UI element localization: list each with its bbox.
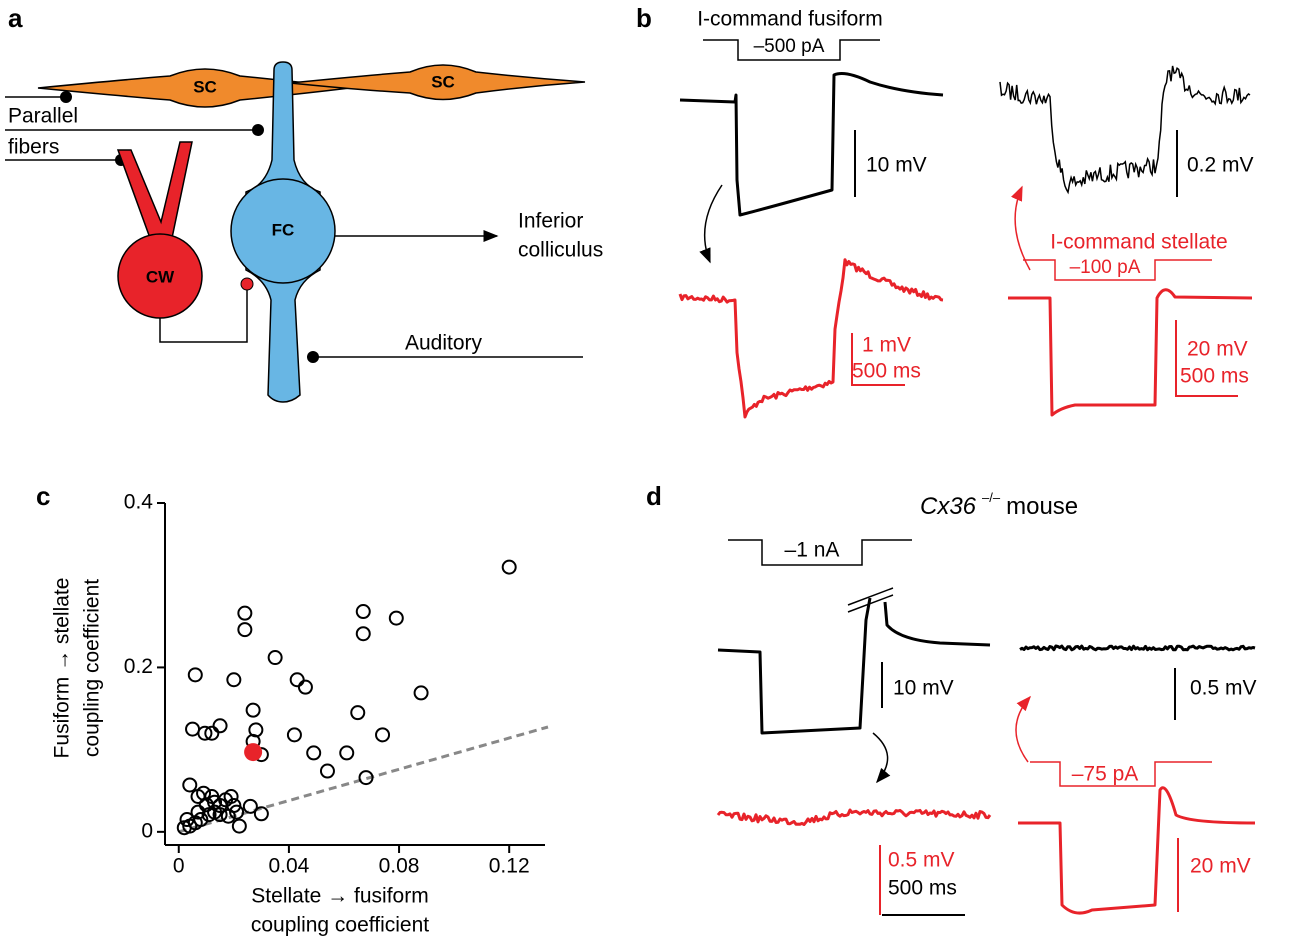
- point: [214, 719, 227, 732]
- scale-label: 0.5 mV: [888, 849, 955, 872]
- scale-label: 20 mV: [1190, 855, 1251, 878]
- current-label: –1 nA: [785, 539, 840, 562]
- point: [415, 686, 428, 699]
- trace: [1018, 788, 1255, 913]
- point: [186, 723, 199, 736]
- superscript: –/–: [982, 490, 1001, 505]
- input-label: Parallel: [8, 105, 78, 128]
- trace: [718, 810, 990, 825]
- point: [340, 746, 353, 759]
- panel-title: Cx36 –/– mouse: [920, 490, 1078, 520]
- point: [183, 778, 196, 791]
- point: [357, 627, 370, 640]
- subject: mouse: [1006, 493, 1078, 520]
- y-axis-label: coupling coefficient: [81, 579, 104, 757]
- scale-label: 1 mV: [862, 334, 911, 357]
- cell-label: SC: [193, 77, 217, 96]
- scale-label: 500 ms: [888, 877, 957, 900]
- point: [357, 605, 370, 618]
- scale-label: 20 mV: [1187, 338, 1248, 361]
- y-tick-label: 0.4: [124, 491, 154, 514]
- point: [238, 623, 251, 636]
- point: [321, 765, 334, 778]
- scale-label: 500 ms: [852, 360, 921, 383]
- trace: [885, 602, 990, 645]
- scale-label: 10 mV: [893, 677, 954, 700]
- x-tick-label: 0.04: [268, 855, 309, 878]
- x-axis-label: Stellate → fusiform: [251, 885, 428, 908]
- point: [390, 612, 403, 625]
- y-tick-label: 0: [141, 819, 153, 842]
- point: [189, 668, 202, 681]
- circuit-diagram: [5, 62, 585, 402]
- point: [233, 820, 246, 833]
- output-label: Inferior: [518, 210, 583, 233]
- point: [247, 704, 260, 717]
- x-tick-label: 0.12: [489, 855, 530, 878]
- trace: [718, 598, 870, 733]
- output-label: colliculus: [518, 239, 603, 262]
- cell-label: SC: [431, 72, 455, 91]
- point: [288, 728, 301, 741]
- point: [503, 561, 516, 574]
- point: [238, 607, 251, 620]
- command-label: I-command fusiform: [697, 8, 883, 31]
- y-tick-label: 0.2: [124, 655, 153, 678]
- point: [269, 651, 282, 664]
- panel-label: d: [646, 481, 662, 511]
- point: [227, 673, 240, 686]
- panel-label: a: [8, 3, 23, 33]
- input-label: fibers: [8, 136, 59, 159]
- y-axis-label: Fusiform → stellate: [51, 578, 74, 759]
- scale-label: 0.5 mV: [1190, 677, 1257, 700]
- scatter-chart: 0 0.2 0.4 0 0.04 0.08 0.12 Stellate → fusiform c…: [51, 491, 548, 937]
- current-label: –75 pA: [1072, 763, 1139, 786]
- panel-label: b: [636, 3, 652, 33]
- cell-label: FC: [272, 220, 295, 239]
- scale-label: 10 mV: [866, 154, 927, 177]
- point: [376, 728, 389, 741]
- command-label: I-command stellate: [1050, 231, 1227, 254]
- cell-label: CW: [146, 267, 175, 286]
- x-tick-label: 0.08: [379, 855, 420, 878]
- current-label: –100 pA: [1070, 257, 1141, 278]
- trace: [680, 74, 943, 215]
- x-tick-label: 0: [173, 855, 185, 878]
- point: [307, 746, 320, 759]
- current-label: –500 pA: [754, 36, 825, 57]
- point: [244, 743, 262, 761]
- input-label: Auditory: [405, 332, 483, 355]
- figure: a b c d SC SC FC CW Parallel fibers Audi…: [0, 0, 1293, 941]
- trace: [1020, 646, 1255, 650]
- point: [351, 706, 364, 719]
- point: [291, 673, 304, 686]
- point: [299, 681, 312, 694]
- scale-label: 0.2 mV: [1187, 154, 1254, 177]
- x-axis-label: coupling coefficient: [251, 914, 429, 937]
- genotype: Cx36: [920, 493, 977, 520]
- scale-label: 500 ms: [1180, 365, 1249, 388]
- panel-label: c: [36, 481, 50, 511]
